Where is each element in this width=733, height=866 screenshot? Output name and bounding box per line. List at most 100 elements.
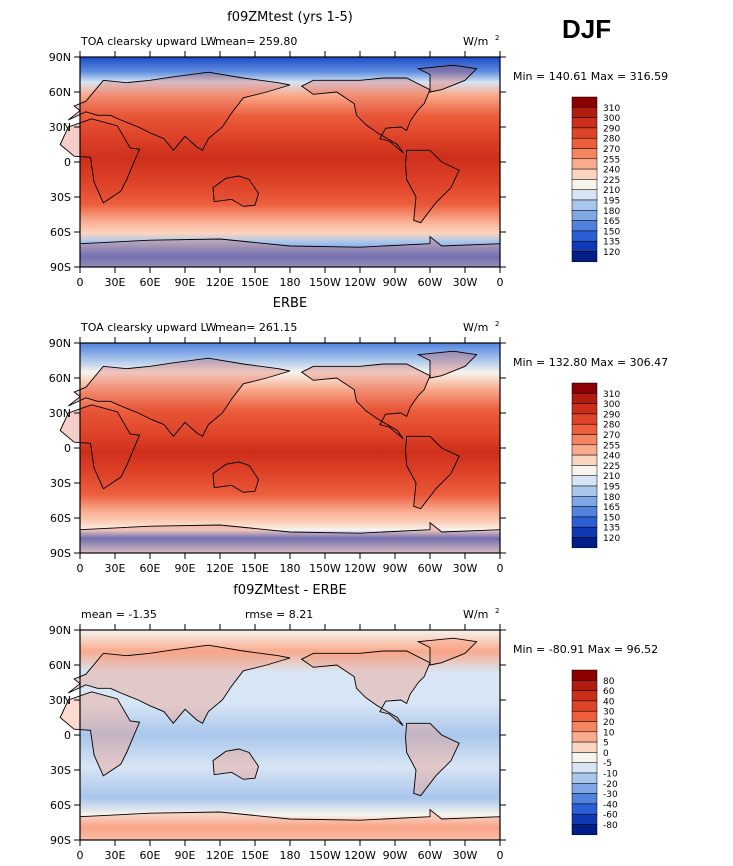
colorbar-label: 240 — [603, 166, 620, 176]
x-tick-label: 30W — [453, 562, 478, 575]
x-tick-label: 180 — [280, 849, 301, 862]
x-tick-label: 180 — [280, 276, 301, 289]
x-tick-label: 120W — [344, 562, 376, 575]
y-tick-label: 30S — [50, 477, 71, 490]
y-tick-label: 30S — [50, 191, 71, 204]
colorbar-box — [571, 179, 598, 190]
colorbar-label: -80 — [603, 821, 618, 831]
colorbar-box — [571, 793, 598, 805]
panel-3: f09ZMtest - ERBE mean = -1.35 rmse = 8.21 W… — [49, 583, 658, 862]
colorbar-label: 310 — [603, 390, 620, 400]
panel-units: W/m — [463, 35, 488, 48]
coastline-5 — [405, 722, 460, 797]
x-tick-label: 60E — [140, 276, 161, 289]
y-tick-label: 90S — [50, 261, 71, 274]
colorbar-label: 120 — [603, 534, 620, 544]
x-tick-label: 0 — [497, 562, 504, 575]
panel-units-sup: 2 — [495, 607, 499, 615]
colorbar-box — [571, 762, 598, 774]
y-tick-label: 60N — [49, 86, 71, 99]
colorbar-label: 280 — [603, 135, 620, 145]
colorbar-box — [571, 127, 598, 139]
colorbar-box — [571, 434, 598, 446]
colorbar-label: 180 — [603, 493, 620, 503]
colorbar-box — [571, 117, 598, 129]
panel-title: f09ZMtest - ERBE — [233, 583, 347, 598]
colorbar-label: 270 — [603, 145, 620, 155]
colorbar-label: 135 — [603, 524, 620, 534]
colorbar-box — [571, 669, 598, 681]
y-tick-label: 0 — [64, 156, 71, 169]
panel-minmax: Min = 132.80 Max = 306.47 — [513, 356, 668, 369]
y-tick-label: 90N — [49, 51, 71, 64]
x-tick-label: 30W — [453, 849, 478, 862]
colorbar-label: 30 — [603, 708, 615, 718]
colorbar-box — [571, 772, 598, 784]
colorbar-box — [571, 690, 598, 702]
colorbar-box — [571, 137, 598, 149]
x-tick-label: 30E — [105, 849, 126, 862]
x-tick-label: 180 — [280, 562, 301, 575]
x-tick-label: 120E — [206, 562, 234, 575]
colorbar-label: 120 — [603, 248, 620, 258]
x-tick-label: 150E — [241, 562, 269, 575]
coastline-2 — [212, 461, 259, 493]
x-tick-label: 90W — [383, 562, 408, 575]
colorbar-box — [571, 731, 598, 743]
x-tick-label: 0 — [497, 849, 504, 862]
y-tick-label: 90S — [50, 547, 71, 560]
y-tick-label: 30N — [49, 407, 71, 420]
season-label: DJF — [562, 14, 612, 44]
colorbar-box — [571, 199, 598, 211]
x-tick-label: 90W — [383, 276, 408, 289]
x-tick-label: 30E — [105, 276, 126, 289]
colorbar-box — [571, 496, 598, 507]
panel-left-label: TOA clearsky upward LW — [80, 321, 217, 334]
colorbar-box — [571, 168, 598, 180]
x-tick-label: 0 — [497, 276, 504, 289]
colorbar-label: 300 — [603, 400, 620, 410]
colorbar-box — [571, 413, 598, 425]
colorbar-label: 60 — [603, 687, 615, 697]
x-tick-label: 150E — [241, 849, 269, 862]
x-tick-label: 0 — [77, 276, 84, 289]
colorbar-box — [571, 721, 598, 733]
colorbar-label: 165 — [603, 503, 620, 513]
panel-title: ERBE — [273, 296, 307, 311]
colorbar-label: -30 — [603, 790, 618, 800]
colorbar-label: 80 — [603, 677, 615, 687]
y-tick-label: 30N — [49, 694, 71, 707]
colorbar-label: 150 — [603, 227, 620, 237]
panel-1: f09ZMtest (yrs 1-5) TOA clearsky upward L… — [49, 10, 668, 289]
colorbar-box — [571, 454, 598, 466]
colorbar-label: 165 — [603, 217, 620, 227]
x-tick-label: 60W — [418, 562, 443, 575]
colorbar-box — [571, 393, 598, 404]
x-tick-label: 60W — [418, 849, 443, 862]
x-tick-label: 90W — [383, 849, 408, 862]
colorbar-box — [571, 752, 598, 763]
colorbar-box — [571, 96, 598, 108]
colorbar-box — [571, 251, 598, 263]
colorbar-label: 135 — [603, 238, 620, 248]
x-tick-label: 30W — [453, 276, 478, 289]
x-tick-label: 90E — [175, 849, 196, 862]
x-tick-label: 60E — [140, 849, 161, 862]
colorbar-box — [571, 526, 598, 538]
coastline-3 — [300, 650, 431, 727]
x-tick-label: 120E — [206, 849, 234, 862]
colorbar-label: 40 — [603, 697, 615, 707]
coastline-2 — [212, 175, 259, 207]
colorbar-box — [571, 230, 598, 242]
coastline-5 — [405, 149, 460, 224]
coastline-1 — [68, 644, 291, 725]
colorbar-label: 20 — [603, 718, 615, 728]
y-tick-label: 90S — [50, 834, 71, 847]
colorbar-box — [571, 485, 598, 497]
colorbar-label: 300 — [603, 114, 620, 124]
colorbar-label: 0 — [603, 749, 609, 759]
x-tick-label: 150W — [309, 276, 341, 289]
colorbar-label: 195 — [603, 483, 620, 493]
